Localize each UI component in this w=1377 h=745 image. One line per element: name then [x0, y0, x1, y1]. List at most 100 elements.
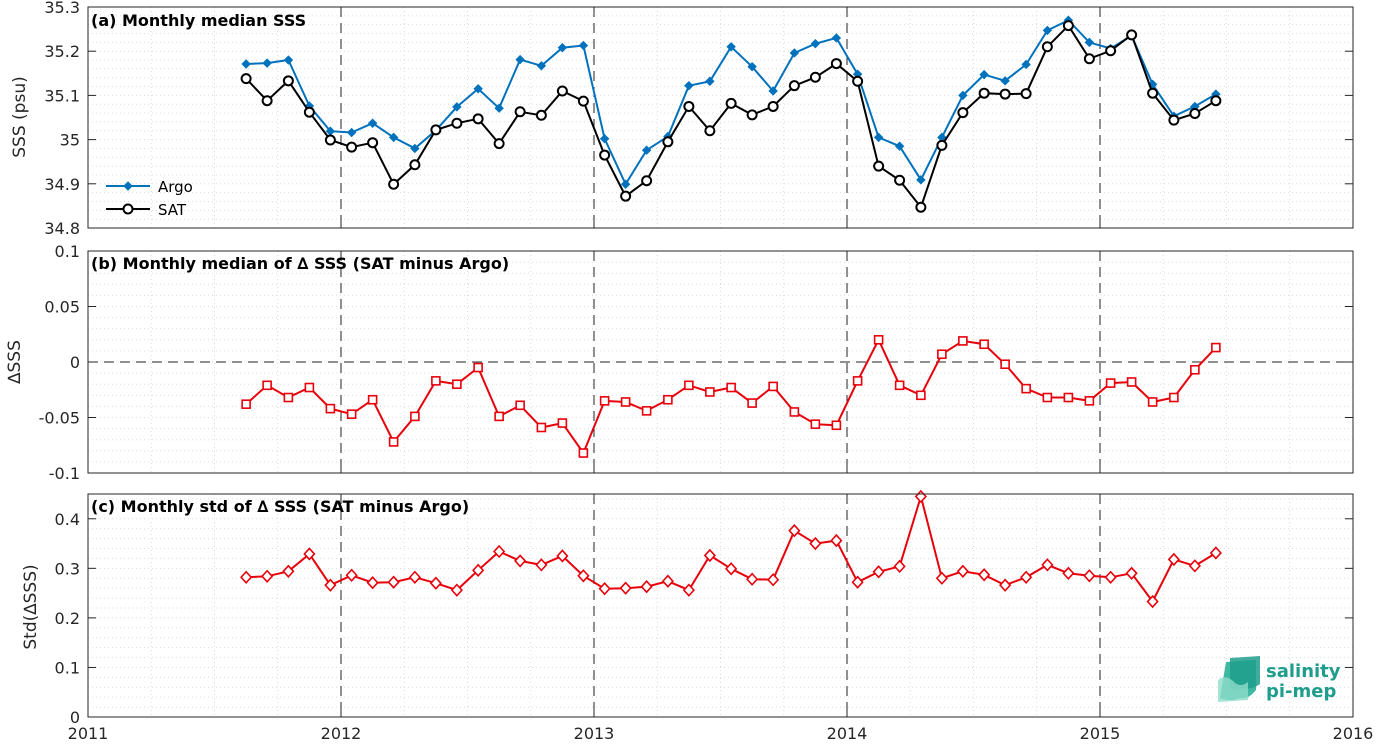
logo-wave-icon-back	[1230, 656, 1260, 690]
data-point-marker	[873, 334, 884, 345]
data-point-marker	[851, 575, 864, 589]
data-point-marker	[620, 397, 631, 407]
data-point-marker	[916, 175, 926, 185]
data-point-marker	[303, 547, 316, 561]
data-point-marker	[367, 137, 379, 149]
data-point-marker	[684, 380, 694, 391]
data-point-marker	[599, 149, 611, 161]
data-point-marker	[473, 362, 483, 373]
data-point-marker	[346, 409, 357, 419]
data-point-marker	[979, 339, 989, 350]
data-point-marker	[640, 579, 653, 594]
data-point-marker	[599, 396, 610, 406]
data-point-marker	[873, 132, 884, 143]
data-point-marker	[1169, 392, 1179, 403]
data-point-marker	[915, 201, 927, 213]
data-point-marker	[683, 100, 695, 112]
data-point-marker	[494, 103, 504, 113]
y-tick-label: -0.05	[39, 409, 80, 428]
data-point-marker	[599, 134, 610, 144]
data-point-marker	[682, 583, 695, 597]
data-point-marker	[303, 106, 315, 118]
x-tick-label: 2012	[321, 724, 362, 743]
data-point-marker	[768, 86, 778, 96]
data-point-marker	[324, 578, 337, 592]
data-point-marker	[578, 40, 589, 51]
y-tick-label: 0.1	[55, 658, 80, 677]
data-point-marker	[705, 387, 715, 397]
data-point-marker	[472, 563, 485, 578]
data-point-marker	[387, 575, 400, 589]
data-point-marker	[282, 564, 295, 578]
data-point-marker	[767, 573, 780, 587]
data-point-marker	[810, 38, 821, 49]
data-point-marker	[935, 571, 948, 585]
y-tick-label: 34.8	[44, 219, 80, 238]
data-point-marker	[1021, 383, 1031, 394]
data-point-marker	[262, 380, 272, 391]
x-tick-label: 2013	[574, 724, 615, 743]
data-point-marker	[1083, 569, 1096, 583]
data-point-marker	[388, 132, 399, 143]
data-point-marker	[873, 160, 885, 172]
data-point-marker	[809, 536, 822, 551]
panel-c-y-axis-label: Std(∆SSS)	[21, 564, 41, 649]
data-point-marker	[894, 174, 906, 186]
data-point-marker	[1041, 558, 1054, 572]
data-point-marker	[831, 33, 842, 43]
data-point-marker	[830, 58, 842, 70]
data-point-marker	[978, 87, 990, 99]
panel-a-axes-frame	[87, 6, 1354, 229]
panel-a-monthly-median-sss: 34.8 34.9 35 35.1 35.2 35.3 (a) Monthly media…	[10, 0, 1354, 238]
legend: Argo SAT	[106, 178, 193, 219]
panel-c-y-ticks: 0 0.1 0.2 0.3 0.4	[55, 494, 1354, 727]
panel-b-median-delta-sss: -0.1 -0.05 0 0.05 0.1 (b) Monthly median of …	[5, 242, 1354, 483]
data-point-marker	[726, 42, 736, 52]
data-point-marker	[473, 84, 483, 94]
data-point-marker	[746, 572, 759, 586]
x-tick-label: 2011	[68, 724, 109, 743]
panel-c-grid	[88, 494, 1353, 717]
data-point-marker	[1020, 88, 1032, 100]
data-point-marker	[1062, 20, 1074, 32]
data-point-marker	[388, 178, 400, 190]
y-tick-label: 35.3	[44, 0, 80, 17]
data-point-marker	[388, 437, 399, 447]
data-point-marker	[408, 570, 421, 584]
x-tick-label: 2015	[1080, 724, 1121, 743]
data-point-marker	[282, 75, 294, 87]
data-point-marker	[767, 100, 779, 112]
data-point-marker	[746, 109, 758, 121]
data-point-marker	[535, 558, 548, 572]
data-point-marker	[893, 559, 906, 574]
data-point-marker	[409, 159, 421, 171]
x-tick-label: 2016	[1333, 724, 1374, 743]
data-point-marker	[283, 55, 294, 65]
data-point-marker	[325, 403, 336, 414]
data-point-marker	[956, 564, 969, 578]
data-point-marker	[1020, 570, 1033, 584]
x-tick-label: 2014	[827, 724, 868, 743]
data-point-marker	[662, 136, 674, 148]
data-point-marker	[914, 489, 927, 504]
data-point-marker	[451, 117, 463, 129]
y-tick-label: 0.2	[55, 609, 80, 628]
data-point-marker	[493, 138, 505, 150]
data-point-marker	[304, 382, 315, 393]
data-point-marker	[1083, 53, 1095, 65]
data-point-marker	[894, 380, 905, 391]
data-point-marker	[1000, 76, 1010, 86]
y-tick-label: -0.1	[49, 464, 80, 483]
data-point-marker	[431, 376, 441, 386]
data-point-marker	[663, 394, 673, 405]
data-point-marker	[1210, 95, 1222, 107]
data-point-marker	[241, 59, 251, 69]
panel-c-std-delta-sss: 0 0.1 0.2 0.3 0.4 2011 2012 2013 2014 2015 2016 (…	[21, 489, 1374, 743]
legend-sat-marker	[122, 203, 134, 215]
data-point-marker	[556, 85, 568, 97]
data-point-marker	[1147, 87, 1159, 99]
data-point-marker	[577, 569, 590, 583]
data-point-marker	[1189, 108, 1201, 120]
data-point-marker	[514, 554, 527, 568]
